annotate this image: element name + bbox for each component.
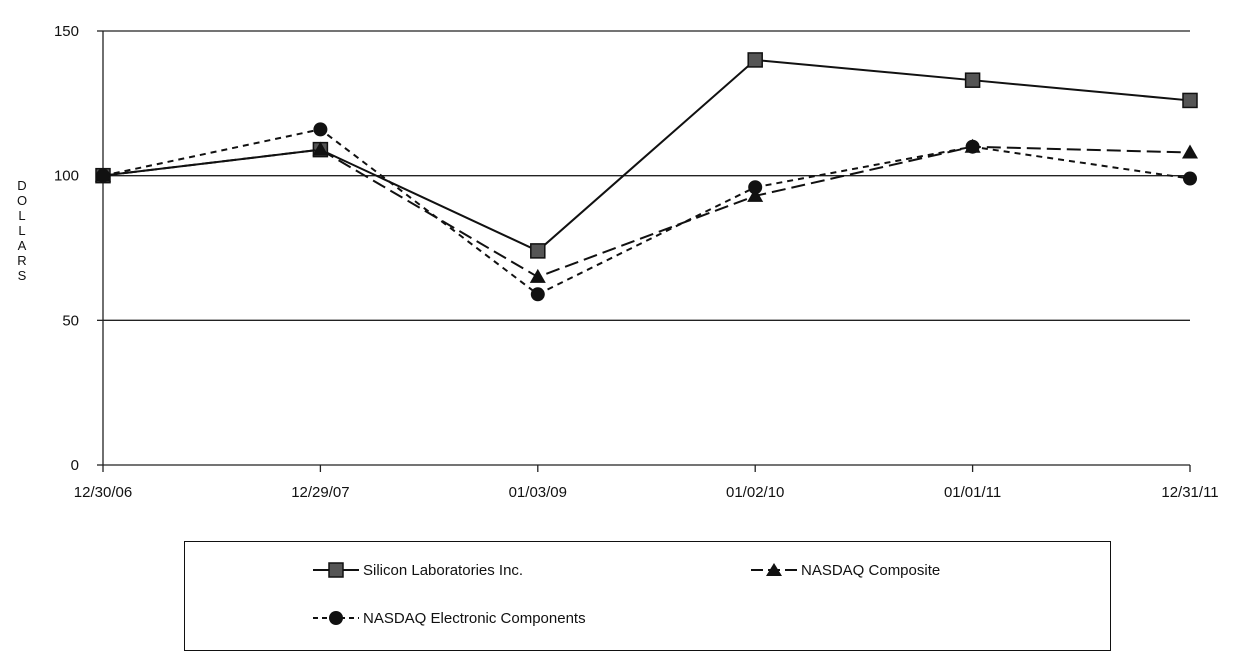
data-point-circle <box>748 180 763 195</box>
data-point-square <box>964 72 981 88</box>
y-axis-label-letter: L <box>18 208 25 223</box>
legend-item-nasdaq-electronic: NASDAQ Electronic Components <box>313 608 586 628</box>
series-line <box>102 128 1191 296</box>
data-point-triangle <box>1182 144 1198 159</box>
data-point-square <box>747 52 763 68</box>
data-point-triangle <box>747 187 764 202</box>
series-line <box>102 145 1191 279</box>
data-point-triangle <box>529 268 546 283</box>
y-tick-label: 50 <box>62 312 79 329</box>
data-point-circle <box>965 139 980 154</box>
y-tick-label: 0 <box>71 457 79 474</box>
gridlines <box>103 30 1190 321</box>
series-triangle <box>95 138 1198 283</box>
data-point-circle <box>313 122 328 137</box>
legend-label: Silicon Laboratories Inc. <box>363 561 524 579</box>
data-point-circle <box>96 168 110 183</box>
axes <box>97 30 1191 472</box>
x-tick-label: 12/29/07 <box>291 484 349 501</box>
data-point-circle <box>1183 171 1197 186</box>
x-tick-label: 12/31/11 <box>1161 484 1218 501</box>
y-tick-label: 150 <box>54 23 79 40</box>
y-tick-labels: 0 50 100 150 <box>54 23 79 474</box>
x-tick-labels: 12/30/06 12/29/07 01/03/09 01/02/10 01/01/11… <box>74 484 1219 501</box>
series-circle <box>96 122 1197 302</box>
series-square <box>95 52 1198 259</box>
legend-swatch-circle <box>313 611 359 625</box>
y-axis-label-letter: S <box>18 268 27 283</box>
series-layer <box>95 52 1198 302</box>
x-tick-label: 12/30/06 <box>74 484 132 501</box>
data-point-square <box>530 243 546 259</box>
x-tick-label: 01/03/09 <box>509 484 567 501</box>
legend: Silicon Laboratories Inc. NASDAQ Composi… <box>184 541 1111 651</box>
legend-swatch-triangle <box>751 563 797 576</box>
legend-label: NASDAQ Composite <box>801 561 941 579</box>
y-axis-label-letter: L <box>18 223 25 238</box>
legend-label: NASDAQ Electronic Components <box>363 609 586 627</box>
legend-item-silicon-labs: Silicon Laboratories Inc. <box>313 560 523 580</box>
x-tick-label: 01/01/11 <box>944 484 1001 501</box>
data-point-square <box>1182 92 1198 109</box>
y-tick-label: 100 <box>54 168 79 185</box>
data-point-triangle <box>312 141 329 156</box>
line-chart: 0 50 100 150 12/30/06 12/29/07 01/03/09 01/02/… <box>17 23 1219 501</box>
y-axis-label-letter: R <box>17 253 26 268</box>
legend-item-nasdaq-composite: NASDAQ Composite <box>751 560 940 580</box>
legend-swatch-square <box>313 562 359 578</box>
y-axis-label-letter: D <box>17 178 26 193</box>
x-tick-label: 01/02/10 <box>726 484 784 501</box>
data-point-circle <box>530 287 545 302</box>
y-axis-label-letter: A <box>18 238 27 253</box>
y-axis-label-letter: O <box>17 193 27 208</box>
